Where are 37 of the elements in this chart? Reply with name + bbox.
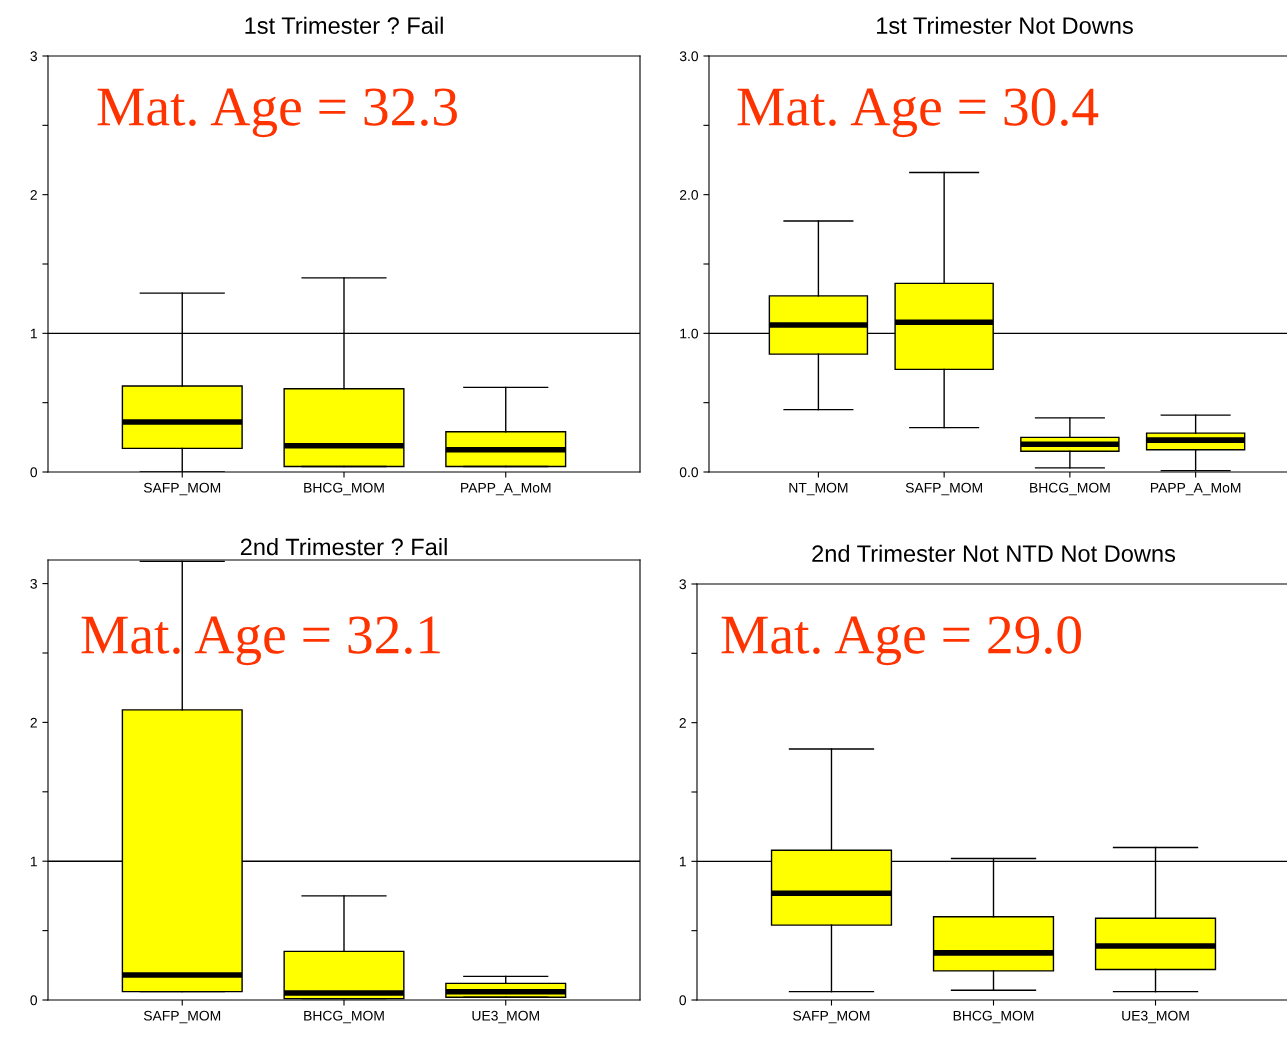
chart-title: 2nd Trimester Not NTD Not Downs	[812, 544, 1176, 563]
x-tick-label: BHCG_MOM	[1030, 482, 1110, 496]
x-tick-label: BHCG_MOM	[953, 1010, 1034, 1024]
annotation: Mat. Age = 32.1	[81, 616, 440, 666]
chart-title: 2nd Trimester ? Fail	[240, 537, 447, 556]
y-tick-label: 3	[679, 579, 686, 590]
y-tick-label: 1	[30, 856, 37, 867]
y-tick-label: 3	[30, 578, 37, 589]
y-tick-label: 1	[679, 856, 686, 867]
x-tick-label: BHCG_MOM	[304, 1010, 384, 1024]
x-tick-label: PAPP_A_MoM	[461, 482, 551, 496]
y-tick-label: 2.0	[679, 190, 699, 200]
x-tick-label: SAFP_MOM	[143, 1010, 221, 1024]
x-tick-label: SAFP_MOM	[143, 482, 221, 496]
x-tick-label: UE3_MOM	[472, 1010, 539, 1024]
y-tick-label: 0	[679, 995, 687, 1006]
x-tick-label: UE3_MOM	[1122, 1010, 1189, 1024]
y-tick-label: 0.0	[679, 467, 699, 478]
y-tick-label: 2	[30, 717, 37, 728]
y-tick-label: 2	[30, 190, 37, 200]
x-tick-label: SAFP_MOM	[793, 1010, 870, 1024]
chart-title: 1st Trimester ? Fail	[245, 16, 443, 35]
y-tick-label: 0	[30, 995, 38, 1006]
y-tick-label: 0	[30, 467, 38, 478]
y-tick-label: 1	[30, 328, 37, 339]
x-tick-label: SAFP_MOM	[905, 482, 982, 496]
annotation: Mat. Age = 30.4	[737, 88, 1099, 138]
annotation: Mat. Age = 32.3	[97, 88, 457, 138]
x-tick-label: NT_MOM	[789, 482, 848, 496]
x-tick-label: BHCG_MOM	[304, 482, 384, 496]
y-tick-label: 3	[30, 51, 37, 62]
y-tick-label: 3.0	[679, 51, 699, 62]
x-tick-label: PAPP_A_MoM	[1150, 482, 1241, 496]
y-tick-label: 1.0	[680, 328, 699, 339]
y-tick-label: 2	[679, 718, 686, 728]
chart-title: 1st Trimester Not Downs	[877, 16, 1133, 35]
annotation: Mat. Age = 29.0	[721, 616, 1081, 666]
